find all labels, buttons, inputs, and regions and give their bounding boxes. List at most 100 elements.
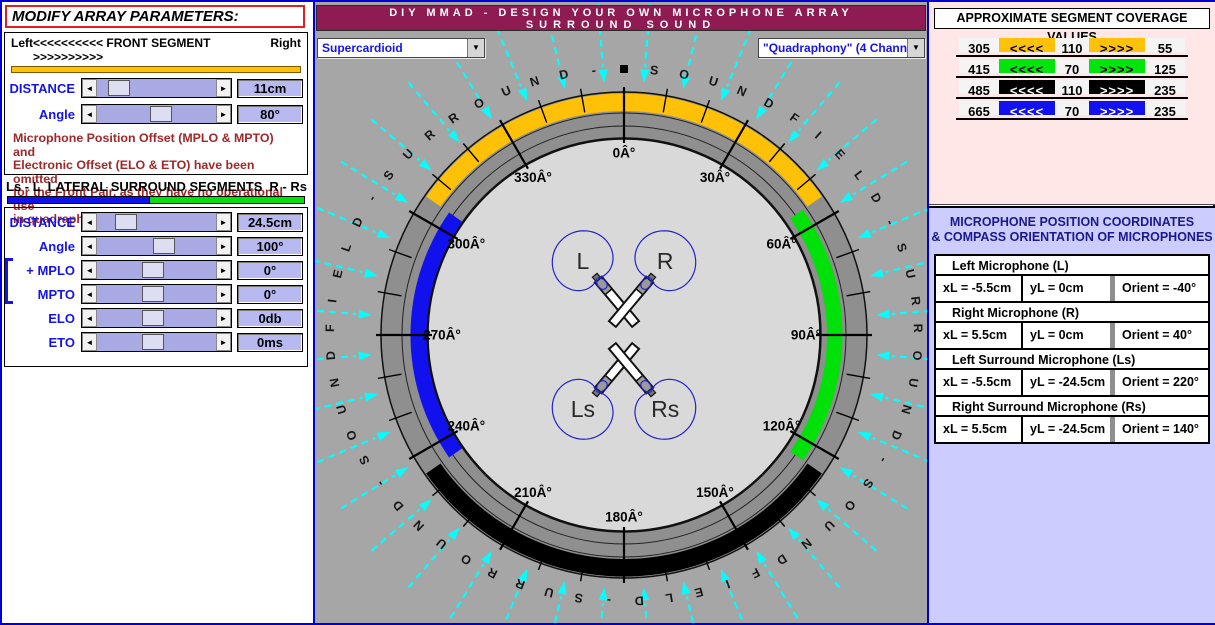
slider-left-arrow-icon[interactable]: ◄	[82, 213, 97, 231]
surround-arrow-head-icon	[418, 499, 432, 512]
microphone-Rs	[607, 341, 697, 440]
coverage-row-right: 415 <<<< 70 >>>> 125	[956, 57, 1188, 78]
lateral-header-mid: LATERAL SURROUND SEGMENTS	[47, 179, 263, 194]
surround-arrow-head-icon	[839, 192, 854, 203]
ring-letter: D	[390, 497, 407, 513]
surround-arrow	[797, 538, 841, 589]
eto-value: 0ms	[237, 332, 303, 352]
ring-letter: U	[821, 517, 837, 533]
slider-left-arrow-icon[interactable]: ◄	[82, 237, 97, 255]
lateral-distance-slider[interactable]: ◄ ►	[81, 212, 232, 232]
dial-tick	[768, 507, 786, 527]
surround-arrow	[545, 11, 563, 74]
surround-arrow	[685, 11, 703, 74]
slider-left-arrow-icon[interactable]: ◄	[82, 79, 97, 97]
surround-arrow-head-icon	[376, 229, 391, 239]
dial-tick	[432, 479, 452, 497]
surround-arrow	[449, 51, 485, 107]
ring-letter: U	[906, 377, 921, 388]
slider-thumb[interactable]	[153, 238, 176, 254]
front-distance-slider[interactable]: ◄ ►	[81, 78, 232, 98]
chevron-down-icon[interactable]: ▼	[467, 39, 484, 57]
ring-letter: L	[664, 590, 674, 605]
surround-arrow	[827, 118, 878, 162]
mic-positions-table: Left Microphone (L) xL = -5.5cm yL = 0cm…	[934, 254, 1210, 444]
ring-letter: O	[458, 551, 474, 568]
front-angle-slider[interactable]: ◄ ►	[81, 104, 232, 124]
dial-tick	[796, 173, 816, 191]
surround-arrow-head-icon	[640, 69, 650, 83]
slider-left-arrow-icon[interactable]: ◄	[82, 333, 97, 351]
dial-tick	[789, 430, 840, 460]
front-distance-label: DISTANCE	[9, 80, 75, 96]
ring-letter: O	[343, 428, 360, 443]
dial-tick	[432, 173, 452, 191]
surround-arrow-head-icon	[364, 268, 378, 278]
ring-letter: F	[787, 110, 802, 126]
slider-thumb[interactable]	[141, 334, 164, 350]
mic-orient: Orient = 40°	[1122, 328, 1192, 342]
dial-tick	[579, 88, 586, 113]
elo-slider[interactable]: ◄ ►	[81, 308, 232, 328]
slider-thumb[interactable]	[150, 106, 173, 122]
slider-right-arrow-icon[interactable]: ►	[216, 285, 231, 303]
front-header-mid: <<<<<<<<<< FRONT SEGMENT >>>>>>>>>>	[33, 36, 211, 64]
surround-arrow-head-icon	[358, 351, 372, 361]
slider-right-arrow-icon[interactable]: ►	[216, 79, 231, 97]
slider-left-arrow-icon[interactable]: ◄	[82, 309, 97, 327]
ring-letter: S	[356, 453, 372, 467]
lateral-angle-value: 100°	[237, 236, 303, 256]
eto-slider[interactable]: ◄ ►	[81, 332, 232, 352]
slider-thumb[interactable]	[141, 262, 164, 278]
ring-letter: S	[574, 590, 584, 605]
polar-pattern-dropdown[interactable]: Supercardioid ▼	[317, 38, 485, 58]
app-title-line2: SURROUND SOUND	[525, 19, 717, 31]
chevron-down-icon[interactable]: ▼	[907, 39, 924, 57]
slider-left-arrow-icon[interactable]: ◄	[82, 285, 97, 303]
slider-left-arrow-icon[interactable]: ◄	[82, 261, 97, 279]
slider-thumb[interactable]	[115, 214, 138, 230]
slider-right-arrow-icon[interactable]: ►	[216, 105, 231, 123]
surround-arrow-head-icon	[598, 587, 608, 601]
ring-letter: U	[902, 268, 918, 280]
surround-arrow-head-icon	[376, 431, 391, 441]
mic-y: yL = -24.5cm	[1023, 370, 1115, 395]
coverage-table: 305 <<<< 110 >>>> 55 415 <<<< 70 >>>> 12…	[956, 36, 1188, 120]
front-distance-row: DISTANCE ◄ ► 11cm	[9, 77, 303, 99]
mplo-slider[interactable]: ◄ ►	[81, 260, 232, 280]
channels-dropdown[interactable]: "Quadraphony" (4 Channels ▼	[758, 38, 925, 58]
slider-right-arrow-icon[interactable]: ►	[216, 237, 231, 255]
slider-right-arrow-icon[interactable]: ►	[216, 309, 231, 327]
surround-arrow	[316, 436, 376, 464]
slider-right-arrow-icon[interactable]: ►	[216, 213, 231, 231]
lateral-segment-color-bar	[7, 196, 305, 204]
ring-letter: N	[327, 377, 342, 388]
dial-tick	[700, 99, 711, 123]
slider-right-arrow-icon[interactable]: ►	[216, 333, 231, 351]
slider-thumb[interactable]	[107, 80, 130, 96]
mpto-slider[interactable]: ◄ ►	[81, 284, 232, 304]
lateral-header-left: Ls - L	[6, 179, 41, 194]
left-arrows-icon: <<<<	[999, 38, 1055, 56]
surround-arrow-head-icon	[481, 105, 492, 120]
slider-left-arrow-icon[interactable]: ◄	[82, 105, 97, 123]
front-header-left: Left	[11, 36, 33, 50]
mic-x: xL = -5.5cm	[936, 276, 1023, 301]
slider-right-arrow-icon[interactable]: ►	[216, 261, 231, 279]
ring-letter: D	[558, 67, 570, 83]
mic-orient: Orient = 220°	[1122, 375, 1199, 389]
mic-group-Rs: Right Surround Microphone (Rs) xL = 5.5c…	[936, 397, 1208, 442]
dial-tick	[388, 411, 412, 422]
slider-thumb[interactable]	[141, 286, 164, 302]
mic-label-Ls: Ls	[571, 396, 595, 422]
lateral-angle-row: Angle ◄ ► 100°	[9, 235, 303, 257]
app-title-bar: DIY MMAD - DESIGN YOUR OWN MICROPHONE AR…	[316, 5, 926, 31]
surround-arrow-head-icon	[816, 158, 830, 171]
slider-thumb[interactable]	[141, 310, 164, 326]
lateral-angle-slider[interactable]: ◄ ►	[81, 236, 232, 256]
surround-arrow-head-icon	[816, 499, 830, 512]
coverage-to: 235	[1145, 80, 1185, 98]
surround-arrow	[315, 309, 356, 315]
polar-pattern-L	[551, 230, 614, 292]
